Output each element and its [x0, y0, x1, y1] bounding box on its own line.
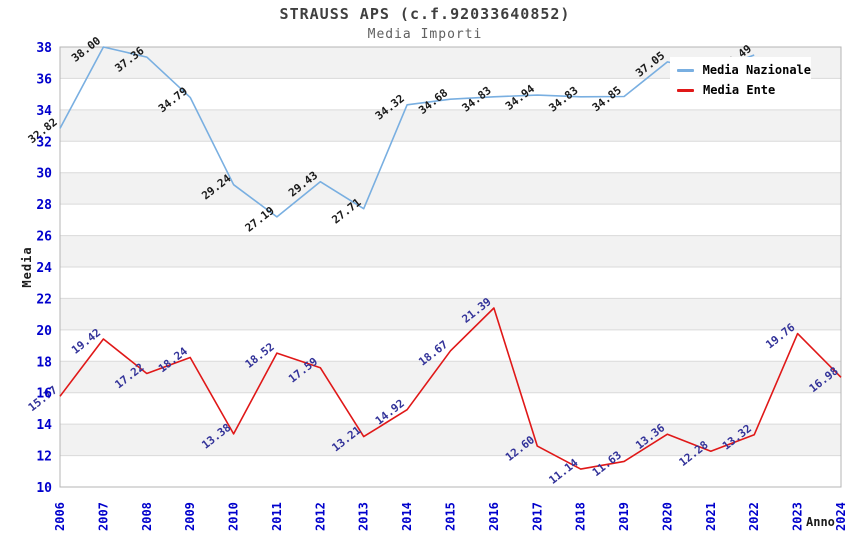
y-tick-label: 32 — [36, 135, 52, 150]
legend-line-swatch-icon — [677, 68, 694, 72]
legend-item-media-nazionale[interactable]: Media Nazionale — [677, 63, 811, 77]
data-label: 27.19 — [243, 204, 277, 235]
data-label: 19.42 — [69, 326, 103, 357]
x-tick-label: 2023 — [791, 502, 805, 531]
x-tick-label: 2015 — [444, 502, 458, 531]
grid-band — [60, 235, 841, 267]
y-tick-label: 26 — [36, 230, 52, 245]
x-tick-label: 2011 — [270, 502, 284, 531]
grid-band — [60, 172, 841, 205]
y-tick-label: 28 — [36, 198, 52, 213]
x-tick-label: 2018 — [574, 502, 588, 531]
y-tick-label: 30 — [36, 167, 52, 182]
series-line-media-nazionale — [59, 46, 755, 218]
x-tick-label: 2021 — [704, 502, 718, 531]
legend-label-media-nazionale: Media Nazionale — [702, 63, 811, 77]
x-tick-label: 2009 — [183, 502, 197, 531]
x-tick-label: 2012 — [313, 502, 327, 531]
y-tick-label: 16 — [36, 387, 52, 402]
y-tick-label: 20 — [36, 324, 52, 339]
chart-title: STRAUSS APS (c.f.92033640852) — [279, 5, 571, 23]
x-tick-label: 2024 — [834, 502, 848, 531]
data-label: 34.94 — [503, 82, 537, 113]
x-tick-label: 2010 — [227, 502, 241, 531]
y-tick-label: 14 — [36, 418, 52, 433]
x-axis-title: Anno — [806, 515, 835, 529]
y-tick-label: 12 — [36, 450, 52, 465]
legend: Media Nazionale Media Ente — [670, 57, 811, 103]
y-tick-label: 18 — [36, 355, 52, 370]
y-axis-title: Media — [20, 246, 34, 288]
y-tick-label: 22 — [36, 292, 52, 307]
grid-band — [60, 298, 841, 330]
legend-line-swatch-icon — [677, 88, 694, 92]
x-tick-label: 2019 — [617, 502, 631, 531]
grid-band — [60, 109, 841, 142]
grid-band — [60, 361, 841, 393]
x-tick-label: 2020 — [660, 502, 674, 531]
y-tick-label: 34 — [36, 104, 52, 119]
y-tick-label: 38 — [36, 41, 52, 56]
x-tick-label: 2016 — [487, 502, 501, 531]
y-tick-label: 24 — [36, 261, 52, 276]
y-tick-label: 10 — [36, 481, 52, 496]
legend-label-media-ente: Media Ente — [703, 83, 776, 97]
x-tick-label: 2006 — [53, 502, 67, 531]
x-tick-label: 2014 — [400, 502, 414, 531]
series-line-media-ente — [59, 307, 842, 470]
x-tick-label: 2007 — [96, 502, 110, 531]
y-tick-label: 36 — [36, 72, 52, 87]
chart-subtitle: Media Importi — [367, 27, 483, 42]
legend-item-media-ente[interactable]: Media Ente — [677, 83, 811, 97]
x-tick-label: 2013 — [357, 502, 371, 531]
x-tick-label: 2017 — [530, 502, 544, 531]
plot-border — [59, 46, 842, 488]
x-tick-label: 2022 — [747, 502, 761, 531]
x-tick-label: 2008 — [140, 502, 154, 531]
